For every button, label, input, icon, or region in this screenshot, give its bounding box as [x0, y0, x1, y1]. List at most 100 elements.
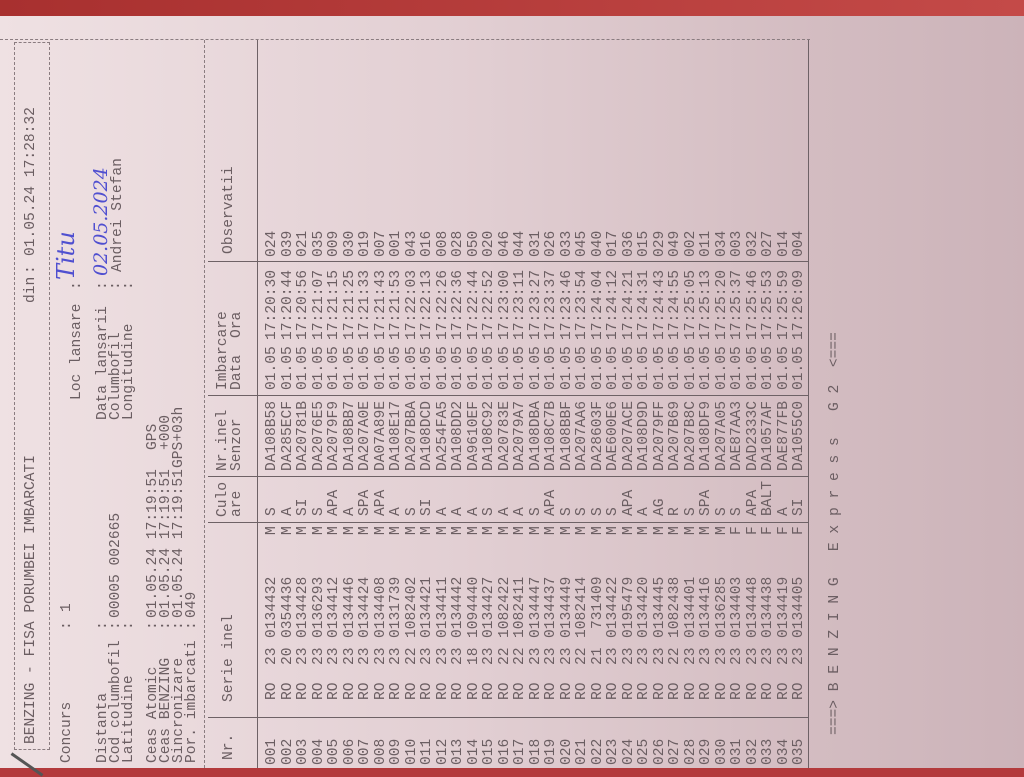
table-row: 021 RO 22 1082414 M S DA207AA6 01.05 17:23:54 045 [574, 16, 590, 768]
ring-country: RO [729, 682, 745, 700]
date: 01.05 [760, 346, 776, 390]
colon: : [69, 281, 85, 290]
date: 01.05 [698, 346, 714, 390]
observation: 002 [682, 230, 699, 257]
ring-year: 23 [434, 647, 451, 665]
ring-year: 23 [682, 647, 699, 665]
ring-country: RO [372, 682, 389, 700]
sex: M [605, 526, 621, 535]
row-nr: 028 [682, 738, 699, 765]
ring-country: RO [651, 682, 668, 700]
row-nr: 001 [264, 738, 280, 765]
ring-year: 23 [620, 647, 637, 665]
color: A [636, 507, 652, 516]
date: 01.05 [326, 346, 342, 390]
table-row: 008 RO 23 0134408 M APA DA07A89E 01.05 17:21:43 0… [372, 16, 389, 768]
date: 01.05 [512, 346, 528, 390]
time: 17:21:07 [310, 269, 327, 340]
table-row: 022 RO 21 731409 M S DA28603F 01.05 17:24:04 040 [589, 16, 606, 768]
sensor-id: DA108BB7 [341, 400, 358, 471]
observation: 020 [481, 230, 497, 257]
ring-number: 731409 [589, 576, 606, 629]
time: 17:24:31 [636, 269, 652, 340]
ring-country: RO [512, 682, 528, 700]
ring-year: 23 [543, 647, 559, 665]
columbofil-value: Andrei Stefan [110, 158, 126, 272]
ring-country: RO [775, 682, 792, 700]
sex: M [341, 526, 358, 535]
ring-country: RO [434, 682, 451, 700]
ring-number: 0134432 [264, 576, 280, 638]
sincronizare-extra: GPS+03h [171, 406, 187, 468]
observation: 024 [264, 230, 280, 257]
row-nr: 019 [543, 738, 559, 765]
sex: F [791, 526, 807, 535]
table-row: 024 RO 23 0195479 M APA DA207ACE 01.05 17:24:21 0… [620, 16, 637, 768]
table-row: 004 RO 23 0136293 M S DA2076E5 01.05 17:21:07 035 [310, 16, 327, 768]
date: 01.05 [295, 346, 311, 390]
table-row: 016 RO 22 1082422 M A DA20783E 01.05 17:23:00 046 [496, 16, 513, 768]
sex: F [744, 526, 761, 535]
header-senzor-1: Nr.inel [215, 409, 231, 471]
observation: 046 [496, 230, 513, 257]
row-nr: 002 [279, 738, 296, 765]
row-nr: 012 [434, 738, 451, 765]
time: 17:22:13 [419, 269, 435, 340]
ring-number: 1082438 [667, 576, 683, 638]
color: A [496, 507, 513, 516]
time: 17:22:36 [450, 269, 466, 340]
row-nr: 014 [465, 738, 482, 765]
observation: 033 [558, 230, 575, 257]
sex: M [419, 526, 435, 535]
observation: 032 [744, 230, 761, 257]
ring-country: RO [357, 682, 373, 700]
date: 01.05 [496, 346, 513, 390]
header-culoare-2: are [229, 490, 245, 517]
observation: 016 [419, 230, 435, 257]
date: 01.05 [636, 346, 652, 390]
table-row: 005 RO 23 0134412 M APA DA2079F9 01.05 17:21:15 0… [326, 16, 342, 768]
color: S [527, 507, 544, 516]
time: 17:24:12 [605, 269, 621, 340]
ring-country: RO [450, 682, 466, 700]
sensor-id: DA108C92 [481, 400, 497, 471]
sensor-id: DA207B69 [667, 400, 683, 471]
table-row: 035 RO 23 0134405 F SI DA1055C0 01.05 17:26:09 00… [791, 16, 807, 768]
sex: M [357, 526, 373, 535]
ring-year: 23 [605, 647, 621, 665]
row-nr: 007 [357, 738, 373, 765]
sensor-id: DA07A89E [372, 400, 389, 471]
sensor-id: DA207A0E [357, 400, 373, 471]
row-nr: 013 [450, 738, 466, 765]
row-nr: 008 [372, 738, 389, 765]
row-nr: 010 [403, 738, 420, 765]
date: 01.05 [527, 346, 544, 390]
table-row: 023 RO 23 0134422 M S DAE600E6 01.05 17:24:12 017 [605, 16, 621, 768]
observation: 050 [465, 230, 482, 257]
date: 01.05 [419, 346, 435, 390]
sex: M [651, 526, 668, 535]
header-observatii: Observatii [221, 166, 237, 254]
table-row: 031 RO 23 0134403 F S DAE87AA3 01.05 17:25:37 003 [729, 16, 745, 768]
sensor-id: DA28603F [589, 400, 606, 471]
ring-country: RO [744, 682, 761, 700]
date: 01.05 [558, 346, 575, 390]
time: 17:20:44 [279, 269, 296, 340]
table-row: 013 RO 23 0134442 M A DA108DD2 01.05 17:22:36 028 [450, 16, 466, 768]
header-serie-inel: Serie inel [221, 614, 237, 702]
observation: 034 [713, 230, 730, 257]
time: 17:21:25 [341, 269, 358, 340]
sensor-id: DAE877FB [775, 400, 792, 471]
ring-country: RO [465, 682, 482, 700]
time: 17:21:33 [357, 269, 373, 340]
color: A [341, 507, 358, 516]
sex: M [496, 526, 513, 535]
row-nr: 024 [620, 738, 637, 765]
sensor-id: DA1055C0 [791, 400, 807, 471]
ring-year: 23 [419, 647, 435, 665]
sensor-id: DA108D9D [636, 400, 652, 471]
sensor-id: DA20783E [496, 400, 513, 471]
sex: M [636, 526, 652, 535]
time: 17:21:43 [372, 269, 389, 340]
color: S [264, 507, 280, 516]
